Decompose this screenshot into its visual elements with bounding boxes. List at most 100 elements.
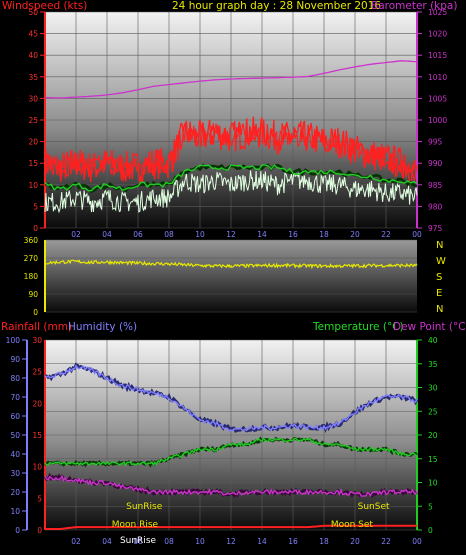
temperature-series	[44, 437, 417, 467]
temperature-axis-label: Temperature (°C)	[312, 321, 404, 333]
humidity-tick-label: 90	[10, 355, 20, 364]
temp-x-tick-label: 12	[226, 537, 236, 546]
temperature-tick-label: 35	[428, 360, 438, 369]
wind-x-tick-label: 16	[288, 230, 298, 239]
wind-tick-label: 5	[33, 202, 38, 211]
wind-x-tick-label: 04	[102, 230, 112, 239]
temp-x-tick-label: 00	[412, 537, 422, 546]
humidity-axis-label: Humidity (%)	[68, 321, 137, 333]
temperature-tick-label: 10	[428, 479, 438, 488]
wind-tick-label: 20	[28, 138, 38, 147]
humidity-tick-label: 10	[10, 507, 20, 516]
wind-tick-label: 40	[28, 51, 38, 60]
astro-annotation: Moon Set	[331, 520, 374, 530]
compass-label: N	[436, 240, 443, 251]
temperature-tick-label: 25	[428, 407, 438, 416]
wind-tick-label: 45	[28, 30, 38, 39]
barometer-axis-label: Barometer (kpa)	[371, 0, 457, 12]
rainfall-series	[45, 524, 417, 530]
temp-x-tick-label: 06	[133, 537, 143, 546]
humidity-tick-label: 100	[6, 336, 21, 345]
barometer-tick-label: 1020	[428, 30, 447, 39]
wind-tick-label: 15	[28, 159, 38, 168]
temp-x-tick-label: 08	[164, 537, 174, 546]
astro-annotation: SunSet	[358, 502, 390, 512]
humidity-tick-label: 70	[10, 393, 20, 402]
barometer-tick-label: 1015	[428, 51, 447, 60]
barometer-tick-label: 1025	[428, 8, 447, 17]
barometer-tick-label: 985	[428, 181, 443, 190]
barometer-tick-label: 1005	[428, 94, 447, 103]
wind-x-tick-label: 08	[164, 230, 174, 239]
humidity-tick-label: 0	[15, 526, 20, 535]
rainfall-tick-label: 20	[32, 399, 42, 408]
rainfall-tick-label: 25	[32, 368, 42, 377]
temperature-tick-label: 5	[428, 502, 433, 511]
wind-tick-label: 35	[28, 73, 38, 82]
temperature-tick-label: 0	[428, 526, 433, 535]
barometer-series	[44, 60, 418, 99]
astro-annotation: Moon Rise	[112, 520, 159, 530]
direction-tick-label: 360	[24, 236, 39, 245]
wind-x-tick-label: 12	[226, 230, 236, 239]
humidity-tick-label: 80	[10, 374, 20, 383]
direction-tick-label: 90	[28, 290, 38, 299]
temp-x-tick-label: 22	[381, 537, 391, 546]
barometer-tick-label: 980	[428, 202, 443, 211]
direction-tick-label: 270	[24, 254, 39, 263]
temp-x-tick-label: 10	[195, 537, 205, 546]
compass-label: E	[436, 288, 442, 299]
astro-annotation: SunRise	[126, 502, 163, 512]
compass-label: W	[436, 256, 446, 267]
direction-tick-label: 0	[33, 308, 38, 317]
wind-x-tick-label: 00	[412, 230, 422, 239]
temp-x-tick-label: 16	[288, 537, 298, 546]
rainfall-tick-label: 30	[32, 336, 42, 345]
wind-x-tick-label: 18	[319, 230, 329, 239]
temperature-tick-label: 30	[428, 384, 438, 393]
wind-speed-series	[44, 170, 418, 214]
rainfall-tick-label: 0	[37, 526, 42, 535]
humidity-series	[44, 364, 418, 432]
humidity-tick-label: 50	[10, 431, 20, 440]
humidity-tick-label: 60	[10, 412, 20, 421]
wind-x-tick-label: 06	[133, 230, 143, 239]
humidity-tick-label: 20	[10, 488, 20, 497]
temperature-tick-label: 40	[428, 336, 438, 345]
barometer-tick-label: 1010	[428, 73, 447, 82]
humidity-tick-label: 30	[10, 469, 20, 478]
wind-average-series	[44, 164, 418, 192]
rainfall-axis-label: Rainfall (mm)	[1, 321, 72, 333]
rainfall-tick-label: 10	[32, 463, 42, 472]
wind-direction-series	[44, 259, 418, 270]
wind-gust-series-2	[44, 122, 418, 182]
chart-title: 24 hour graph day : 28 November 2016	[172, 0, 381, 12]
wind-x-tick-label: 22	[381, 230, 391, 239]
rainfall-tick-label: 15	[32, 431, 42, 440]
wind-tick-label: 50	[28, 8, 38, 17]
direction-tick-label: 180	[24, 272, 39, 281]
barometer-tick-label: 995	[428, 138, 443, 147]
temp-x-tick-label: 20	[350, 537, 360, 546]
temp-x-tick-label: 04	[102, 537, 112, 546]
wind-tick-label: 30	[28, 94, 38, 103]
wind-gust-series	[44, 116, 418, 185]
barometer-tick-label: 1000	[428, 116, 447, 125]
temperature-tick-label: 20	[428, 431, 438, 440]
wind-x-tick-label: 10	[195, 230, 205, 239]
rainfall-tick-label: 5	[37, 494, 42, 503]
wind-tick-label: 25	[28, 116, 38, 125]
dewpoint-series	[44, 474, 418, 498]
humidity-tick-label: 40	[10, 450, 20, 459]
barometer-tick-label: 990	[428, 159, 443, 168]
astro-annotation: SunRise	[120, 536, 157, 546]
wind-tick-label: 0	[33, 224, 38, 233]
wind-axis-label: Windspeed (kts)	[2, 0, 87, 12]
wind-x-tick-label: 14	[257, 230, 267, 239]
temp-x-tick-label: 02	[71, 537, 81, 546]
temp-x-tick-label: 14	[257, 537, 267, 546]
barometer-tick-label: 975	[428, 224, 443, 233]
compass-label: N	[436, 304, 443, 315]
dewpoint-axis-label: Dew Point (°C)	[393, 321, 466, 333]
